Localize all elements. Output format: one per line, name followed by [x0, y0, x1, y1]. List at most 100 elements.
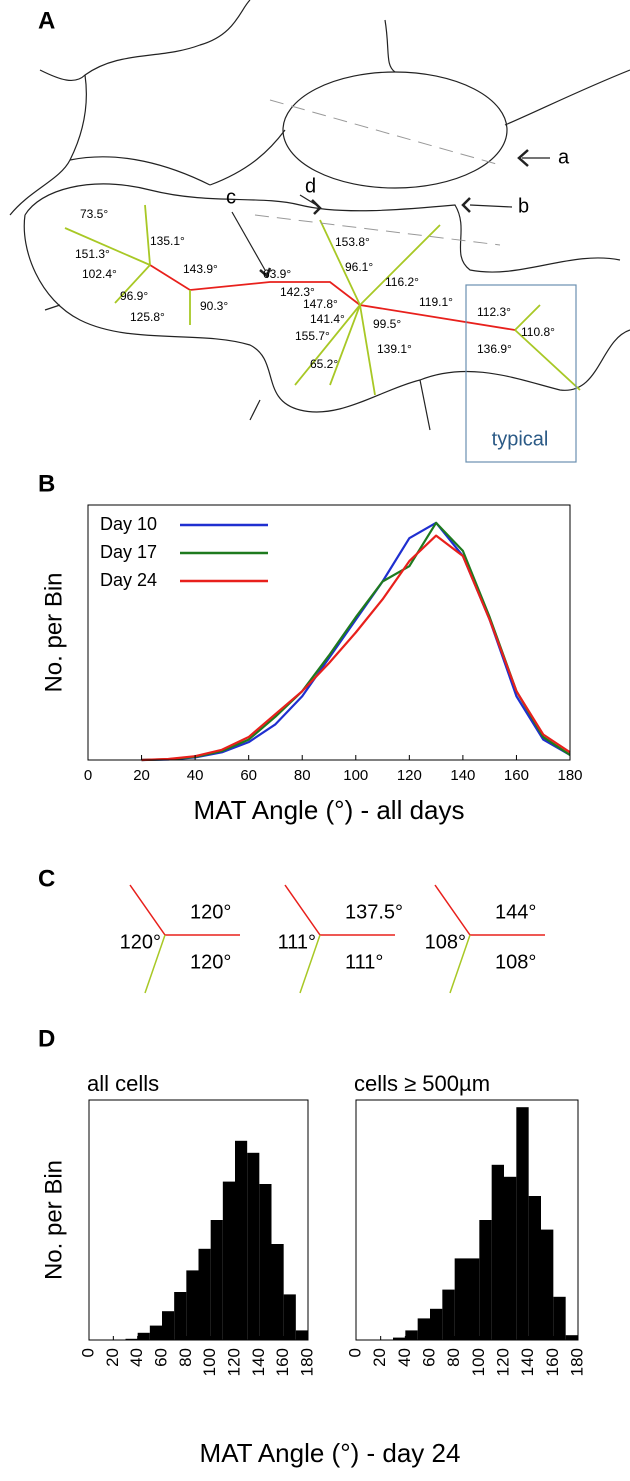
angle-label: 119.1° [419, 295, 453, 309]
panel-label: A [38, 7, 55, 34]
x-tick-label: 60 [419, 1348, 438, 1367]
angle-label: 147.8° [303, 297, 338, 311]
x-tick-label: 80 [444, 1348, 463, 1367]
data-line [141, 521, 571, 762]
bar [283, 1294, 296, 1340]
x-tick-label: 0 [345, 1348, 364, 1357]
angle-label: 155.7° [295, 329, 330, 343]
angle-label: 102.4° [82, 267, 117, 281]
y-axis-label: No. per Bin [40, 572, 67, 692]
angle-label: 96.9° [120, 289, 148, 303]
panel-label: B [38, 470, 55, 497]
angle-label: 112.3° [477, 305, 511, 319]
panel-label: C [38, 865, 55, 892]
x-tick-label: 100 [200, 1348, 219, 1376]
x-tick-label: 140 [249, 1348, 268, 1376]
angle-label: 120° [190, 901, 231, 923]
bar [417, 1318, 430, 1340]
x-tick-label: 80 [294, 767, 311, 784]
angle-label: 96.1° [345, 260, 373, 274]
x-tick-label: 20 [370, 1348, 389, 1367]
marker-label: c [226, 186, 236, 208]
angle-label: 137.5° [345, 901, 403, 923]
bar [271, 1244, 284, 1340]
bar [541, 1229, 554, 1340]
plot-frame [88, 1099, 309, 1341]
angle-label: 73.5° [80, 207, 108, 221]
x-tick-label: 60 [151, 1348, 170, 1367]
angle-label: 116.2° [385, 275, 419, 289]
angle-label: 125.8° [130, 310, 165, 324]
x-tick-label: 100 [469, 1348, 488, 1376]
x-tick-label: 20 [103, 1348, 122, 1367]
bar [442, 1289, 455, 1340]
x-tick-label: 160 [504, 767, 529, 784]
bar [553, 1296, 566, 1340]
angle-label: 136.9° [477, 342, 512, 356]
bar [186, 1270, 199, 1340]
bar [162, 1311, 175, 1340]
bar [137, 1332, 150, 1340]
angle-label: 120° [120, 931, 161, 953]
chart-title: all cells [87, 1071, 159, 1096]
x-tick-label: 0 [78, 1348, 97, 1357]
bar [516, 1107, 529, 1340]
legend-label: Day 10 [100, 514, 157, 534]
bar [235, 1140, 248, 1340]
angle-label: 111° [345, 951, 383, 973]
legend-label: Day 17 [100, 542, 157, 562]
angle-label: 99.5° [373, 317, 401, 331]
angle-label: 108° [495, 951, 536, 973]
bar [174, 1292, 187, 1340]
bar [528, 1196, 541, 1340]
angle-label: 110.8° [521, 325, 555, 339]
panel-label: D [38, 1025, 55, 1052]
junction-green [144, 934, 166, 994]
x-axis-label: MAT Angle (°) - all days [194, 795, 465, 825]
x-tick-label: 40 [127, 1348, 146, 1367]
junction-green [299, 934, 321, 994]
bar [454, 1258, 467, 1340]
x-tick-label: 180 [557, 767, 582, 784]
angle-label: 90.3° [200, 299, 228, 313]
bar [565, 1335, 578, 1340]
bar [247, 1152, 260, 1340]
x-tick-label: 40 [187, 767, 204, 784]
angle-label: 120° [190, 951, 231, 973]
marker-label: d [305, 175, 316, 197]
bar [259, 1184, 272, 1340]
angle-label: 135.1° [150, 234, 185, 248]
angle-label: 108° [425, 931, 466, 953]
data-line [141, 534, 571, 762]
angle-label: 144° [495, 901, 536, 923]
x-tick-label: 100 [343, 767, 368, 784]
x-tick-label: 120 [397, 767, 422, 784]
junction-green [449, 934, 471, 994]
data-line [141, 521, 571, 762]
x-tick-label: 60 [240, 767, 257, 784]
x-tick-label: 0 [84, 767, 92, 784]
y-axis-label: No. per Bin [40, 1160, 67, 1280]
bar [405, 1330, 418, 1340]
x-tick-label: 20 [133, 767, 150, 784]
cell-outlines [9, 0, 630, 431]
x-axis-label: MAT Angle (°) - day 24 [200, 1438, 461, 1468]
bar [467, 1258, 480, 1340]
bar [198, 1248, 211, 1340]
bar [210, 1220, 223, 1340]
bar [430, 1308, 443, 1340]
angle-label: 65.2° [310, 357, 338, 371]
x-tick-label: 140 [518, 1348, 537, 1376]
x-tick-label: 140 [450, 767, 475, 784]
marker-label: a [558, 146, 570, 168]
x-tick-label: 160 [273, 1348, 292, 1376]
x-tick-label: 120 [493, 1348, 512, 1376]
arrows [231, 149, 550, 279]
bar [295, 1330, 308, 1340]
chart-title: cells ≥ 500µm [354, 1071, 490, 1096]
legend-label: Day 24 [100, 570, 157, 590]
angle-label: 139.1° [377, 342, 412, 356]
bar [491, 1164, 504, 1340]
bar [222, 1181, 235, 1340]
